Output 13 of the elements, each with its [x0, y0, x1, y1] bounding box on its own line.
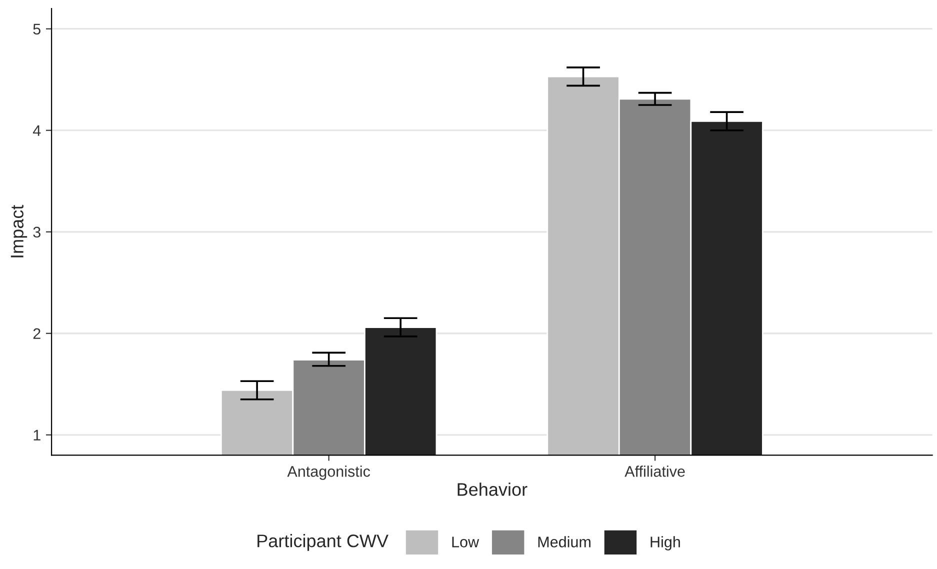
legend-label: Medium	[538, 536, 590, 548]
x-tick-label: Affiliative	[624, 466, 685, 477]
y-axis-title: Impact	[10, 204, 28, 258]
y-tick-label: 1	[34, 430, 40, 440]
y-tick-label: 3	[33, 226, 40, 238]
x-tick-label: Antagonistic	[287, 466, 370, 480]
y-tick-label: 2	[33, 328, 40, 339]
legend-label: High	[650, 536, 680, 550]
legend-title: Participant CWV	[258, 534, 388, 551]
y-tick-label: 4	[32, 125, 41, 136]
x-axis-title: Behavior	[458, 482, 528, 496]
y-tick-label: 5	[33, 24, 40, 35]
legend-label: Low	[452, 536, 480, 548]
